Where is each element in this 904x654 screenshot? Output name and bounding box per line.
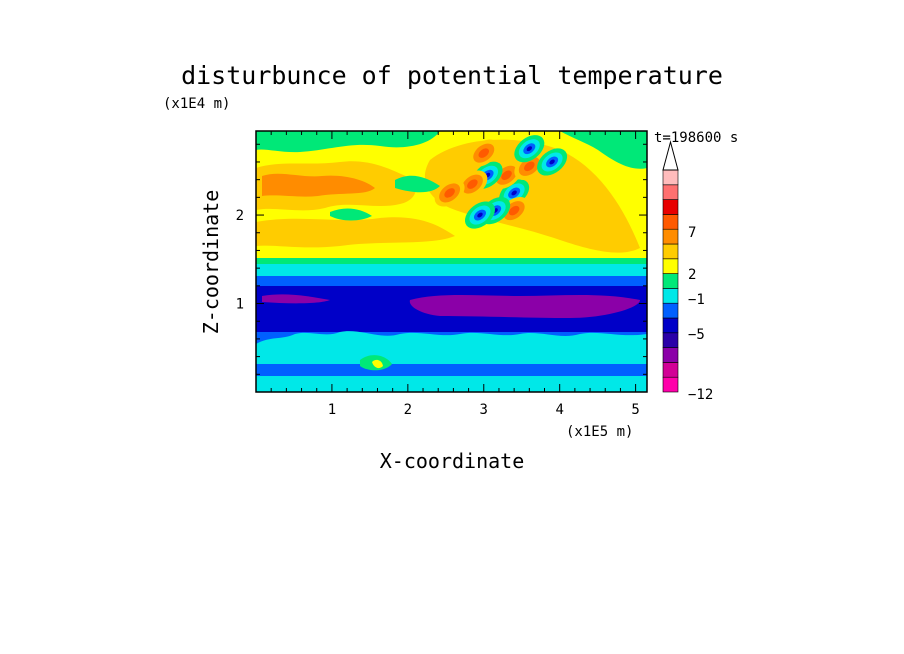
wave-cell-core	[478, 148, 490, 158]
tick-labels: 1 2 3 4 5 1 2	[236, 208, 640, 418]
wave-cell-11	[537, 148, 568, 176]
field-band-blue-upper	[256, 276, 647, 288]
y-tick-label: 2	[236, 208, 244, 224]
x-tick-label: 3	[480, 402, 488, 418]
field-purple-left	[262, 294, 330, 304]
colorbar-segment	[662, 347, 679, 363]
x-tick-label: 1	[328, 402, 336, 418]
wave-cell-10	[434, 179, 465, 207]
colorbar-extension-arrow	[662, 140, 679, 171]
colorbar-segment	[662, 199, 679, 215]
colorbar-segment	[662, 273, 679, 289]
wave-cell-core	[524, 161, 535, 172]
colorbar-segment	[662, 214, 679, 230]
x-axis-label: X-coordinate	[380, 449, 525, 473]
field-yellow-bottom	[372, 359, 383, 369]
field-green-streaks	[330, 175, 440, 221]
wave-cell-center	[549, 159, 555, 165]
tick-marks	[256, 131, 647, 392]
field-orange-core-left	[262, 173, 375, 197]
wave-cell-9	[514, 135, 545, 163]
x-tick-label: 5	[631, 402, 639, 418]
wave-cell-center	[477, 212, 483, 218]
wave-cells	[434, 135, 568, 229]
colorbar-label: −1	[688, 292, 705, 308]
colorbar-segment	[662, 362, 679, 378]
colorbar-segment	[662, 228, 679, 245]
field-orange-wave-envelope	[424, 139, 640, 253]
x-scale-label: (x1E5 m)	[566, 424, 633, 440]
colorbar-labels: 7 2 −1 −5 −12	[688, 225, 713, 403]
plot-area	[256, 131, 647, 392]
colorbar-segment	[662, 258, 679, 274]
colorbar-segment	[662, 376, 679, 393]
y-axis-label: Z-coordinate	[199, 190, 223, 335]
colorbar-label: 2	[688, 267, 696, 283]
colorbar-segment	[662, 302, 679, 319]
wave-cell-center	[511, 190, 517, 196]
colorbar-segment	[662, 332, 679, 348]
x-tick-label: 2	[404, 402, 412, 418]
colorbar	[662, 140, 679, 393]
wave-cell-core	[501, 170, 512, 180]
field-band-cyan-bottom	[256, 376, 647, 392]
field-green-top-right	[560, 131, 647, 169]
wave-cell-core	[508, 205, 520, 216]
field-green-top	[256, 131, 440, 153]
colorbar-segment	[662, 184, 679, 200]
colorbar-segment	[662, 169, 679, 186]
wave-cell-center	[526, 146, 533, 152]
x-tick-label: 4	[555, 402, 563, 418]
plot-frame	[255, 130, 648, 393]
colorbar-segment	[662, 317, 679, 334]
colorbar-label: −12	[688, 387, 713, 403]
colorbar-segment	[662, 243, 679, 260]
y-scale-label: (x1E4 m)	[163, 96, 230, 112]
colorbar-label: 7	[688, 225, 696, 241]
field-cyan-bumps	[256, 331, 647, 350]
wave-cell-core	[444, 188, 455, 198]
wave-cell-8	[457, 170, 488, 198]
field-band-blue-bottom	[256, 364, 647, 378]
field-orange-mid	[256, 217, 455, 248]
time-label: t=198600 s	[654, 130, 738, 146]
wave-cell-7	[468, 139, 499, 167]
wave-cell-core	[467, 179, 478, 189]
wave-cell-5	[464, 201, 495, 229]
field-purple-core	[409, 295, 640, 318]
colorbar-label: −5	[688, 327, 705, 343]
chart-title: disturbunce of potential temperature	[181, 61, 723, 90]
colorbar-segment	[662, 288, 679, 304]
y-tick-label: 1	[236, 297, 244, 313]
field-band-cyan-green	[256, 258, 647, 264]
